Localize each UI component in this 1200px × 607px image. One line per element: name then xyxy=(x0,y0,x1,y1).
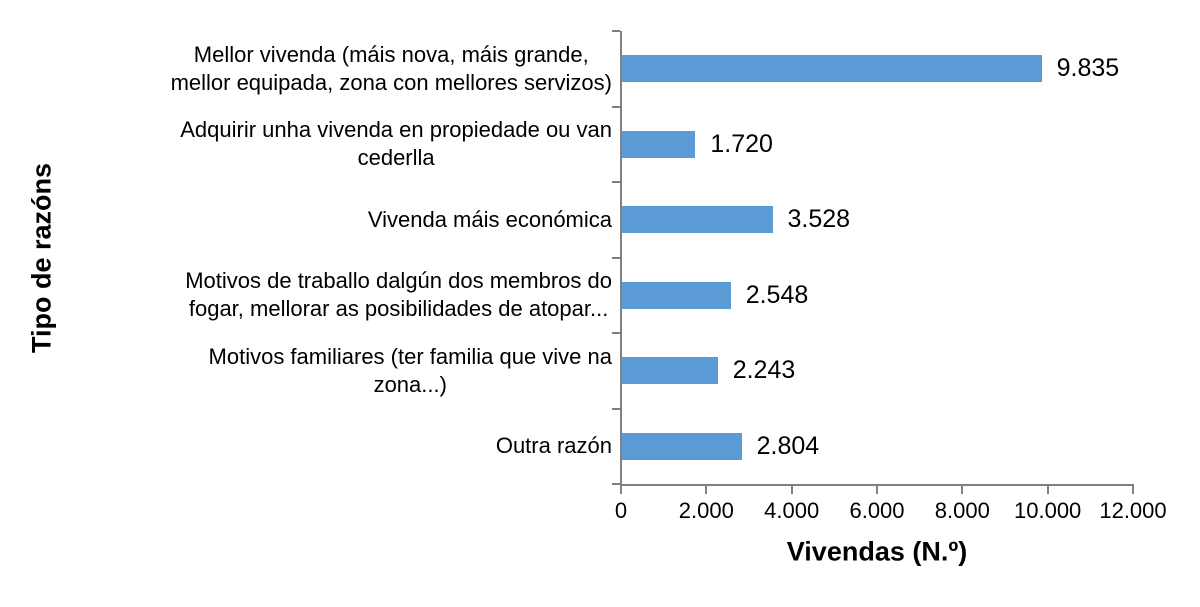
x-tick-label: 4.000 xyxy=(764,498,820,523)
x-axis-tick xyxy=(705,486,708,494)
value-label: 2.548 xyxy=(745,280,809,309)
category-label: Outra razón xyxy=(495,433,612,459)
bar xyxy=(622,130,696,158)
x-tick-label: 2.000 xyxy=(678,498,734,523)
y-axis-line xyxy=(620,31,622,486)
x-axis-tick xyxy=(961,486,964,494)
bar xyxy=(622,281,731,309)
category-label: Adquirir unha vivenda en propiedade ou v… xyxy=(180,117,612,171)
bar xyxy=(622,55,1042,83)
x-axis-tick xyxy=(876,486,878,494)
category-label: Motivos de traballo dalgún dos membros d… xyxy=(185,268,612,322)
category-label: Mellor vivenda (máis nova, máis grande, … xyxy=(170,41,612,95)
value-label: 9.835 xyxy=(1056,54,1120,83)
category-label: Motivos familiares (ter familia que vive… xyxy=(208,343,612,397)
bar xyxy=(622,357,718,385)
x-axis-tick xyxy=(620,486,622,494)
x-axis-title: Vivendas (N.º) xyxy=(786,536,968,567)
y-axis-tick xyxy=(612,105,620,108)
y-axis-tick xyxy=(612,332,620,334)
value-label: 2.804 xyxy=(756,431,820,460)
y-axis-tick xyxy=(612,483,620,485)
x-tick-label: 8.000 xyxy=(934,498,990,523)
x-axis-line xyxy=(620,484,1134,486)
value-label: 2.243 xyxy=(732,356,796,385)
x-tick-label: 6.000 xyxy=(849,498,905,523)
x-axis-tick xyxy=(1132,486,1134,494)
x-tick-label: 0 xyxy=(614,498,628,523)
y-axis-tick xyxy=(612,181,620,183)
value-label: 3.528 xyxy=(787,205,851,234)
x-tick-label: 12.000 xyxy=(1099,498,1167,523)
bar xyxy=(622,206,773,234)
x-tick-label: 10.000 xyxy=(1014,498,1082,523)
y-axis-tick xyxy=(612,256,620,259)
y-axis-title: Tipo de razóns xyxy=(26,162,57,354)
x-axis-tick xyxy=(1046,486,1049,494)
bar xyxy=(622,432,742,460)
value-label: 1.720 xyxy=(710,129,773,158)
category-label: Vivenda máis económica xyxy=(367,206,612,232)
y-axis-tick xyxy=(612,407,620,410)
y-axis-tick xyxy=(612,30,620,32)
x-axis-tick xyxy=(790,486,793,494)
